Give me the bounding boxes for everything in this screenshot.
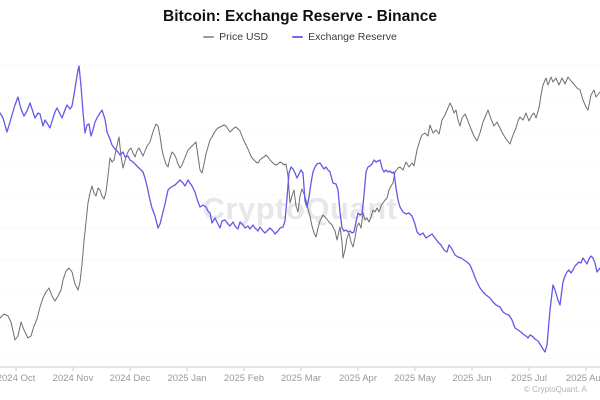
x-tick-label: 2025 Feb bbox=[224, 373, 264, 384]
chart-title: Bitcoin: Exchange Reserve - Binance bbox=[163, 8, 437, 25]
x-tick-label: 2025 Aug bbox=[566, 373, 600, 384]
x-tick-label: 2025 Jan bbox=[167, 373, 206, 384]
x-tick-label: 2025 Mar bbox=[281, 373, 321, 384]
x-tick-label: 2025 Apr bbox=[339, 373, 377, 384]
x-tick-label: 2025 Jun bbox=[452, 373, 491, 384]
copyright-note: © CryptoQuant. A bbox=[524, 385, 587, 394]
x-tick-label: 2024 Dec bbox=[110, 373, 151, 384]
legend-item-exchange-reserve[interactable]: Exchange Reserve bbox=[292, 31, 397, 43]
legend-item-price-usd[interactable]: Price USD bbox=[203, 31, 268, 43]
price-line-swatch bbox=[203, 36, 215, 38]
x-tick-label: 2024 Oct bbox=[0, 373, 36, 384]
exchange-reserve-line-swatch bbox=[292, 36, 304, 38]
series-line-exchange-reserve[interactable] bbox=[0, 65, 600, 353]
x-tick-label: 2025 Jul bbox=[511, 373, 547, 384]
x-tick-label: 2025 May bbox=[394, 373, 436, 384]
legend-label-price-usd: Price USD bbox=[219, 31, 269, 43]
legend: Price USD Exchange Reserve bbox=[0, 31, 600, 43]
x-tick-label: 2024 Nov bbox=[53, 373, 94, 384]
series-line-price-usd[interactable] bbox=[0, 76, 600, 341]
legend-label-exchange-reserve: Exchange Reserve bbox=[308, 31, 397, 43]
